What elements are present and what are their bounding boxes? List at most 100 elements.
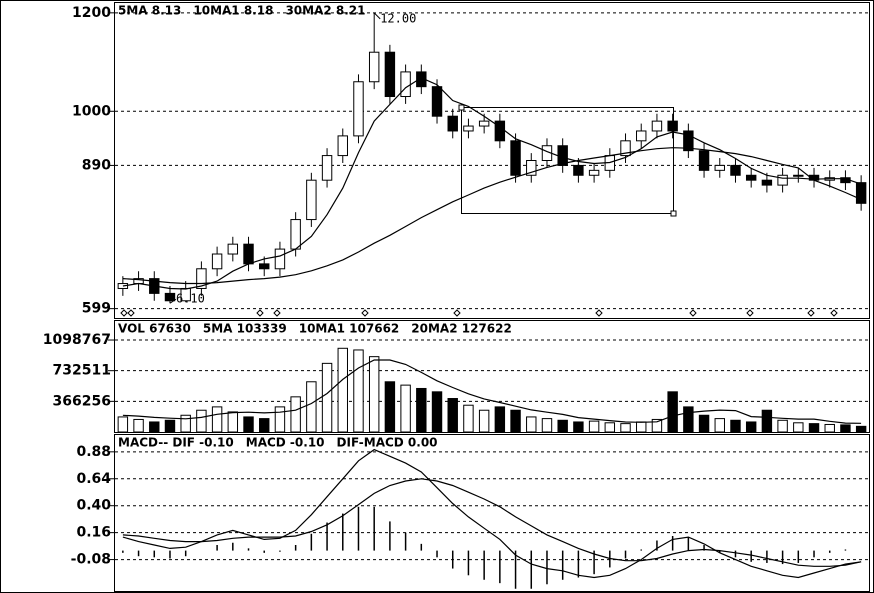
candle-body [306, 179, 317, 221]
y-tick-label: 0.40 [76, 498, 111, 514]
y-tick-label: 732511 [53, 363, 111, 379]
volume-panel [114, 320, 870, 433]
signal-marker [256, 309, 264, 317]
y-tick-label: 0.64 [76, 471, 111, 487]
y-tick-label: 0.16 [76, 525, 111, 541]
y-tick-label: 1000 [72, 103, 111, 119]
y-tick-label: 0.88 [76, 444, 111, 460]
signal-marker [807, 309, 815, 317]
volume-bar [494, 406, 506, 433]
panel-header: DIF-MACD 0.00 [337, 436, 438, 450]
volume-bar [588, 420, 600, 433]
candle-body [573, 164, 584, 176]
candle-body [651, 120, 663, 132]
candle-body [259, 263, 270, 270]
volume-bar [777, 419, 788, 433]
candle-body [117, 283, 129, 289]
volume-bar [321, 362, 333, 433]
volume-bar [243, 416, 254, 433]
candle-body [196, 268, 207, 289]
candle-body [855, 182, 867, 204]
volume-bar [463, 404, 474, 433]
indicator-line [122, 448, 862, 579]
panel-header: VOL 67630 [118, 322, 191, 336]
candle-body [227, 243, 239, 255]
volume-bar [636, 421, 647, 433]
signal-marker [127, 309, 135, 317]
volume-bar [840, 424, 851, 433]
candle-body [761, 179, 773, 186]
volume-bar [573, 421, 584, 433]
volume-bar [227, 411, 239, 433]
signal-markers [120, 309, 838, 317]
volume-bar [290, 396, 301, 433]
candle-body [400, 71, 411, 98]
candle-body [337, 135, 348, 157]
y-tick-label: 599 [82, 301, 111, 317]
y-tick-label: 1200 [72, 5, 111, 21]
candle-body [777, 174, 788, 186]
candle-body [463, 125, 474, 132]
volume-bar [667, 391, 678, 433]
volume-bar [306, 381, 317, 433]
volume-bar [761, 409, 773, 433]
volume-bar [793, 422, 804, 433]
volume-bar [447, 398, 458, 433]
volume-bar [431, 391, 443, 433]
candle-body [620, 140, 631, 157]
selection-box[interactable] [461, 107, 674, 214]
volume-bar [133, 418, 144, 433]
volume-bar [117, 416, 129, 433]
volume-bar [164, 419, 176, 433]
signal-marker [830, 309, 838, 317]
signal-marker [453, 309, 461, 317]
panel-header: 5MA 103339 [203, 322, 287, 336]
indicator-line [122, 478, 862, 567]
volume-bar [180, 414, 191, 433]
volume-bar [541, 418, 553, 433]
volume-bar [730, 419, 741, 433]
candle-body [510, 140, 521, 176]
indicator-line [122, 359, 862, 424]
volume-bar [557, 419, 568, 433]
indicator-line [122, 147, 862, 285]
volume-bar [149, 421, 160, 433]
volume-bar [510, 409, 521, 433]
candle-body [368, 51, 380, 83]
candle-body [730, 164, 741, 176]
volume-bar [274, 406, 286, 433]
candle-body [745, 174, 757, 181]
volume-bar [259, 418, 270, 433]
candle-body [683, 130, 694, 152]
panel-header: 10MA1 107662 [299, 322, 400, 336]
volume-bar [808, 423, 820, 433]
selection-handle[interactable] [458, 104, 465, 111]
candle-body [431, 86, 443, 117]
volume-bar [698, 414, 710, 433]
candle-body [478, 120, 490, 127]
annotation-label: 6.10 [176, 292, 205, 306]
volume-bar [745, 421, 757, 433]
volume-bar [714, 418, 725, 433]
candle-body [698, 150, 710, 171]
panel-header: 10MA1 8.18 [193, 4, 273, 18]
candle-body [667, 120, 678, 132]
annotation-mark [169, 298, 177, 304]
y-tick-label: 1098767 [43, 332, 111, 348]
volume-bar [604, 422, 616, 433]
volume-bar [211, 406, 223, 433]
y-tick-label: 366256 [53, 393, 111, 409]
volume-bar [196, 409, 207, 433]
selection-handle[interactable] [670, 210, 677, 217]
price-panel [114, 2, 870, 319]
volume-bar [526, 416, 537, 433]
candle-body [714, 164, 725, 171]
candle-body [588, 169, 600, 176]
panel-header: 30MA2 8.21 [285, 4, 365, 18]
volume-bar [368, 356, 380, 433]
panel-header: MACD -0.10 [246, 436, 325, 450]
candle-body [447, 115, 458, 132]
signal-marker [595, 309, 603, 317]
candle-body [164, 292, 176, 302]
volume-bar [384, 381, 396, 433]
